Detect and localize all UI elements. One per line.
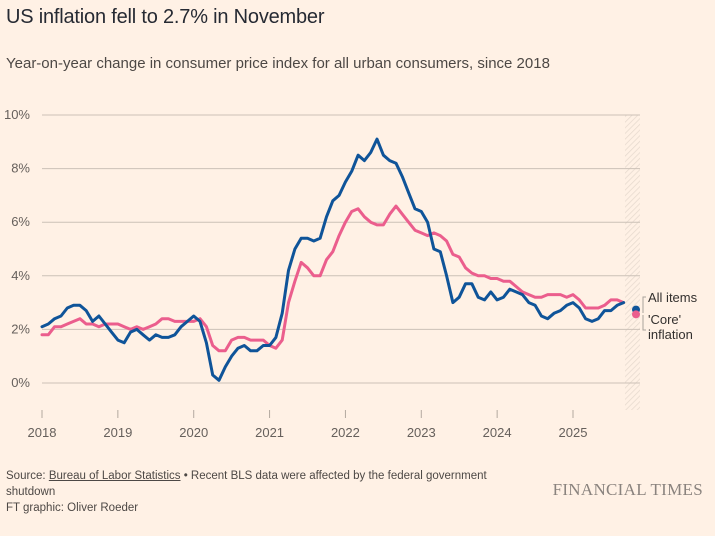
y-tick-label: 6% xyxy=(11,214,30,229)
source-prefix: Source: xyxy=(6,470,49,482)
y-tick-label: 0% xyxy=(11,375,30,390)
legend-bracket xyxy=(642,296,646,331)
series-line-all-items xyxy=(40,137,626,382)
endpoint-dot-core xyxy=(632,310,640,319)
x-tick-label: 2022 xyxy=(331,425,360,440)
x-tick-label: 2025 xyxy=(559,425,588,440)
legend-core-line2: inflation xyxy=(648,327,693,342)
graphic-credit: FT graphic: Oliver Roeder xyxy=(6,502,139,514)
x-tick-label: 2021 xyxy=(255,425,284,440)
x-tick-label: 2020 xyxy=(179,425,208,440)
chart-title: US inflation fell to 2.7% in November xyxy=(6,6,325,28)
x-tick-label: 2018 xyxy=(28,425,57,440)
shaded-region xyxy=(625,115,640,410)
x-tick-label: 2019 xyxy=(103,425,132,440)
legend-all-items: All items xyxy=(648,290,698,305)
source-link[interactable]: Bureau of Labor Statistics xyxy=(48,470,181,482)
y-tick-label: 2% xyxy=(11,321,30,336)
x-tick-label: 2024 xyxy=(483,425,512,440)
line-chart: 0% 2% 4% 6% 8% 10% 2018 2019 2020 2021 2022 2023 202… xyxy=(4,107,698,440)
footer: Source: Bureau of Labor Statistics • Rec… xyxy=(6,468,526,516)
legend-core-line1: 'Core' xyxy=(648,312,681,327)
x-tick-label: 2023 xyxy=(407,425,436,440)
series-line-core xyxy=(40,204,626,353)
y-tick-label: 8% xyxy=(11,161,30,176)
ft-logo: FINANCIAL TIMES xyxy=(552,480,703,499)
y-tick-label: 4% xyxy=(11,268,30,283)
y-tick-label: 10% xyxy=(4,107,30,122)
chart-subtitle: Year-on-year change in consumer price in… xyxy=(6,55,550,72)
source-note: • Recent BLS data were affected by the f… xyxy=(6,470,487,498)
